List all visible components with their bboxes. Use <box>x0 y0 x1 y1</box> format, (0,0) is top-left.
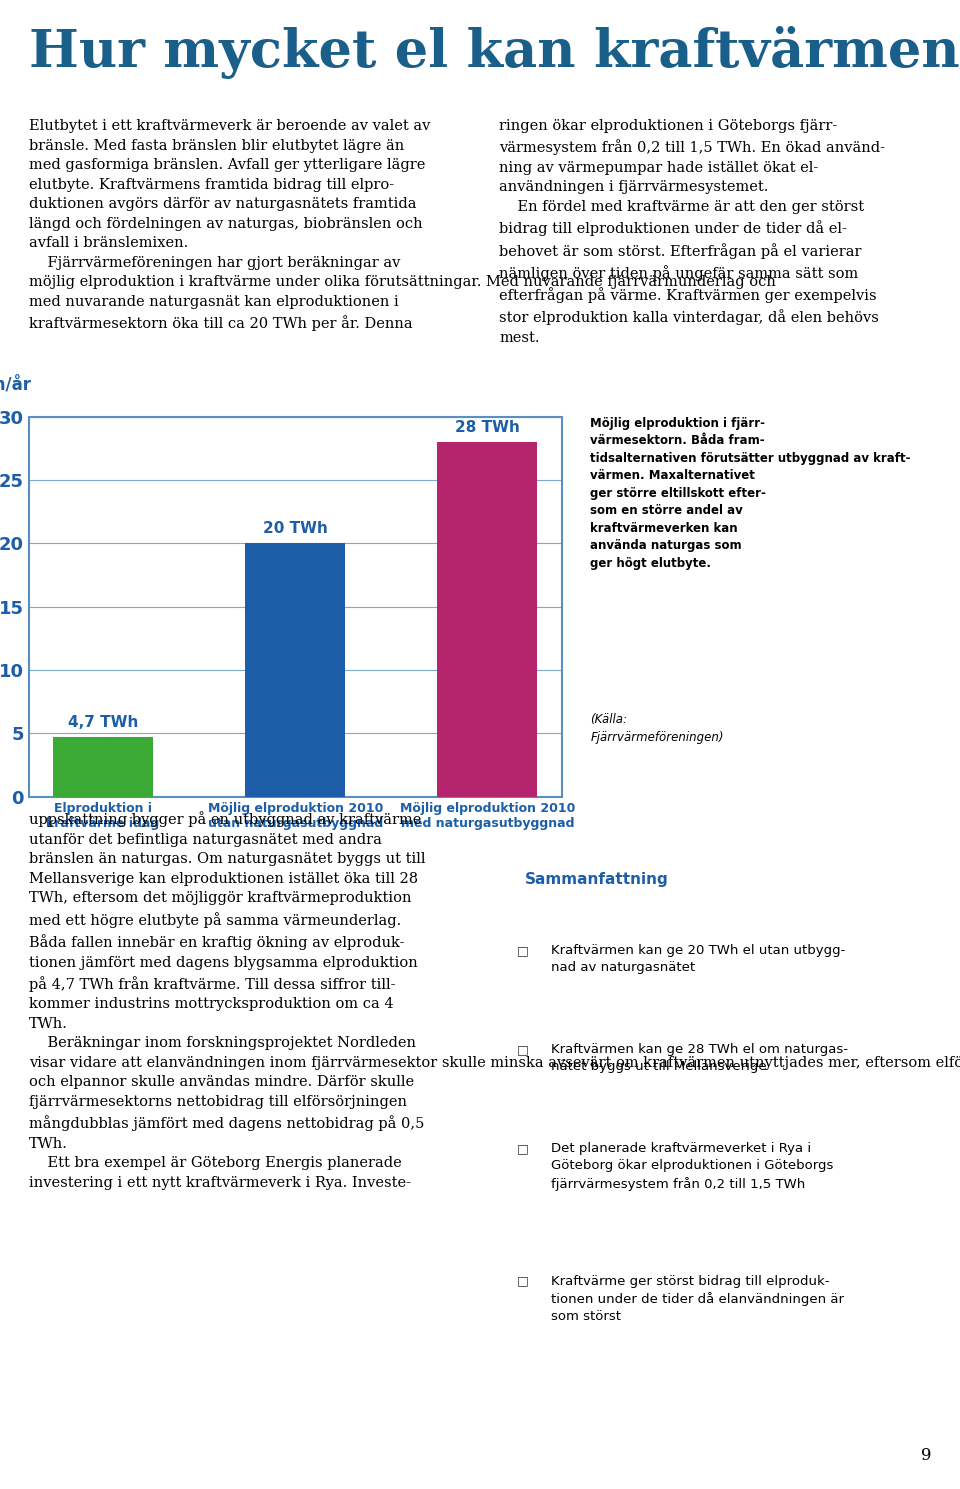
Text: 4,7 TWh: 4,7 TWh <box>68 715 138 730</box>
Text: □: □ <box>516 944 528 957</box>
Text: □: □ <box>516 1142 528 1155</box>
Text: Kraftvärmen kan ge 28 TWh el om naturgas-
nätet byggs ut till Mellansverige: Kraftvärmen kan ge 28 TWh el om naturgas… <box>551 1044 848 1074</box>
Bar <box>53 737 153 797</box>
Bar <box>29 417 562 797</box>
Text: TWh/år: TWh/år <box>0 377 32 395</box>
Bar <box>438 442 538 797</box>
Text: Kraftvärme ger störst bidrag till elproduk-
tionen under de tider då elanvändnin: Kraftvärme ger störst bidrag till elprod… <box>551 1275 844 1322</box>
Text: Möjlig elproduktion i fjärr-
värmesektorn. Båda fram-
tidsalternativen förutsätt: Möjlig elproduktion i fjärr- värmesektor… <box>590 417 911 570</box>
Text: 28 TWh: 28 TWh <box>455 420 520 435</box>
Text: ringen ökar elproduktionen i Göteborgs fjärr-
värmesystem från 0,2 till 1,5 TWh.: ringen ökar elproduktionen i Göteborgs f… <box>499 119 885 345</box>
Text: (Källa:
Fjärrvärmeföreningen): (Källa: Fjärrvärmeföreningen) <box>590 713 724 743</box>
Text: 20 TWh: 20 TWh <box>263 521 327 536</box>
Bar <box>245 543 346 797</box>
Text: □: □ <box>516 1275 528 1288</box>
Text: uppskattning bygger på en utbyggnad av kraftvärme
utanför det befintliga naturga: uppskattning bygger på en utbyggnad av k… <box>29 812 960 1190</box>
Text: 9: 9 <box>921 1447 931 1464</box>
Text: Elutbytet i ett kraftvärmeverk är beroende av valet av
bränsle. Med fasta bränsl: Elutbytet i ett kraftvärmeverk är beroen… <box>29 119 776 331</box>
Text: Hur mycket el kan kraftvärmen ge?: Hur mycket el kan kraftvärmen ge? <box>29 25 960 79</box>
Text: Sammanfattning: Sammanfattning <box>525 873 669 887</box>
Text: Det planerade kraftvärmeverket i Rya i
Göteborg ökar elproduktionen i Göteborgs
: Det planerade kraftvärmeverket i Rya i G… <box>551 1142 833 1191</box>
Text: □: □ <box>516 1044 528 1056</box>
Text: Kraftvärmen kan ge 20 TWh el utan utbygg-
nad av naturgasnätet: Kraftvärmen kan ge 20 TWh el utan utbygg… <box>551 944 846 974</box>
